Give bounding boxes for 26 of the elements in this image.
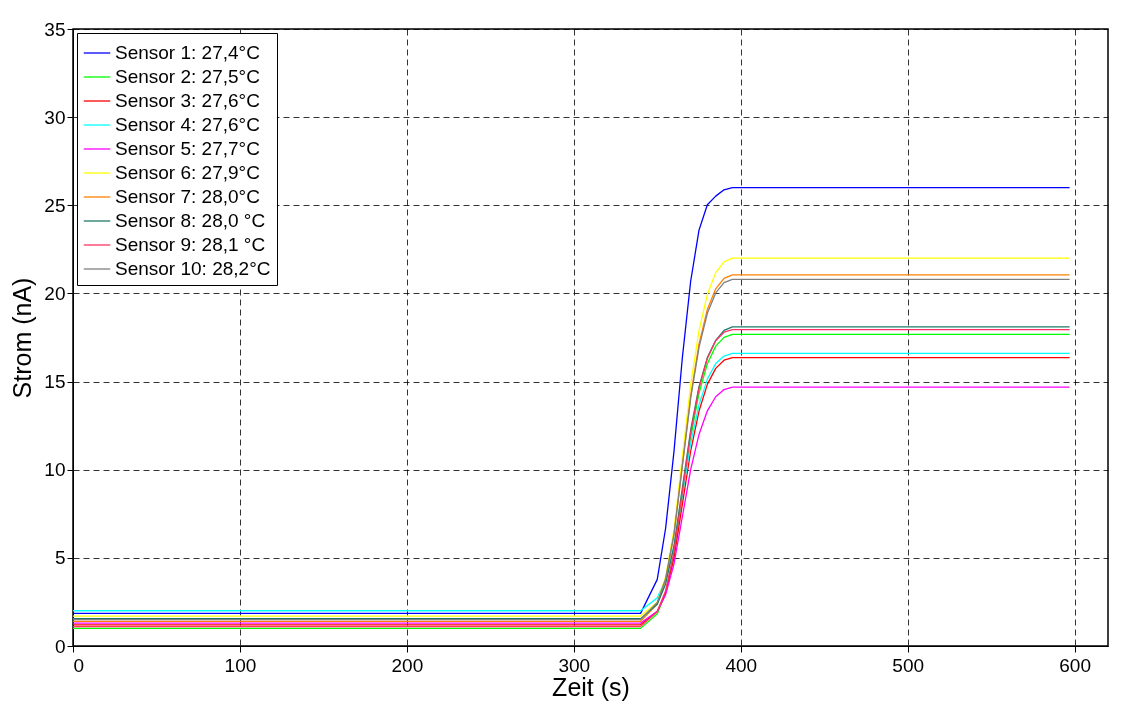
y-tick-label: 30 [44, 106, 66, 128]
x-tick-label: 100 [224, 654, 257, 676]
y-tick-label: 10 [44, 459, 66, 481]
y-tick-label: 25 [44, 194, 66, 216]
y-tick-label: 5 [54, 547, 66, 569]
y-axis-title: Strom (nA) [8, 277, 37, 399]
legend-label: Sensor 4: 27,6°C [115, 114, 260, 135]
x-tick-label: 600 [1059, 654, 1091, 676]
y-tick-label: 35 [44, 18, 66, 40]
legend-label: Sensor 2: 27,5°C [115, 66, 260, 87]
x-tick-label: 500 [892, 654, 925, 676]
x-tick-label: 400 [725, 654, 758, 676]
legend-label: Sensor 1: 27,4°C [115, 42, 260, 63]
legend-label: Sensor 8: 28,0 °C [115, 210, 266, 231]
y-tick-label: 15 [44, 371, 66, 393]
legend-label: Sensor 6: 27,9°C [115, 162, 260, 183]
legend-label: Sensor 9: 28,1 °C [115, 234, 266, 255]
legend-label: Sensor 7: 28,0°C [115, 186, 260, 207]
y-tick-label: 0 [54, 635, 66, 657]
legend-label: Sensor 3: 27,6°C [115, 90, 260, 111]
y-tick-label: 20 [44, 282, 66, 304]
legend-label: Sensor 10: 28,2°C [115, 258, 271, 279]
legend-label: Sensor 5: 27,7°C [115, 138, 260, 159]
x-tick-label: 0 [73, 654, 85, 676]
line-series [72, 187, 1071, 615]
x-tick-label: 200 [391, 654, 424, 676]
